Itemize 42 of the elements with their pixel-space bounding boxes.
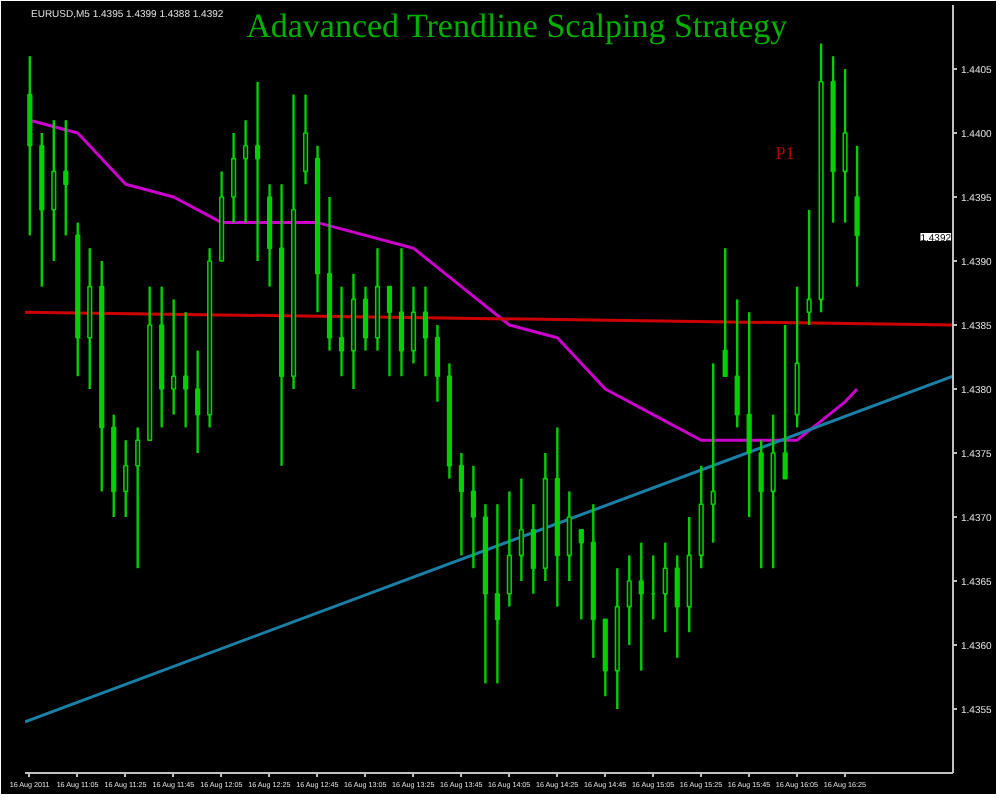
candlestick — [183, 311, 189, 429]
candlestick — [410, 285, 417, 365]
candlestick — [566, 490, 572, 583]
annotation: P1 — [775, 143, 795, 163]
candlestick — [434, 323, 441, 403]
candlestick — [338, 285, 345, 378]
candlestick — [63, 119, 69, 237]
candlestick — [458, 451, 465, 557]
chart-title: Adavanced Trendline Scalping Strategy — [246, 7, 789, 45]
candlestick — [231, 131, 237, 224]
candlestick — [662, 541, 668, 634]
candlestick — [674, 554, 680, 659]
candlestick — [770, 413, 776, 570]
candlestick — [135, 426, 141, 570]
candlestick — [470, 464, 477, 570]
candlestick — [123, 439, 129, 519]
candlestick — [746, 311, 752, 519]
candlestick — [806, 208, 812, 327]
candlestick — [362, 285, 369, 352]
candlestick — [255, 80, 261, 263]
candlestick — [710, 362, 716, 544]
candlestick — [626, 554, 632, 647]
candlestick — [782, 323, 788, 480]
candlestick — [854, 144, 860, 288]
candlestick — [578, 528, 584, 621]
candlestick — [734, 298, 740, 429]
candlestick — [386, 285, 393, 378]
candlestick — [518, 477, 524, 583]
candlestick — [422, 285, 429, 378]
candlestick — [758, 439, 764, 570]
candlestick — [398, 247, 405, 378]
candlestick — [51, 119, 57, 263]
candlestick — [171, 298, 177, 416]
candlestick — [243, 119, 249, 224]
candlestick — [638, 541, 644, 672]
candlestick — [302, 93, 309, 186]
candlestick — [494, 503, 500, 685]
candlestick — [842, 67, 848, 224]
candlestick — [506, 490, 512, 608]
candlestick — [195, 349, 201, 455]
candlestick — [530, 503, 536, 595]
candlestick — [722, 247, 728, 378]
